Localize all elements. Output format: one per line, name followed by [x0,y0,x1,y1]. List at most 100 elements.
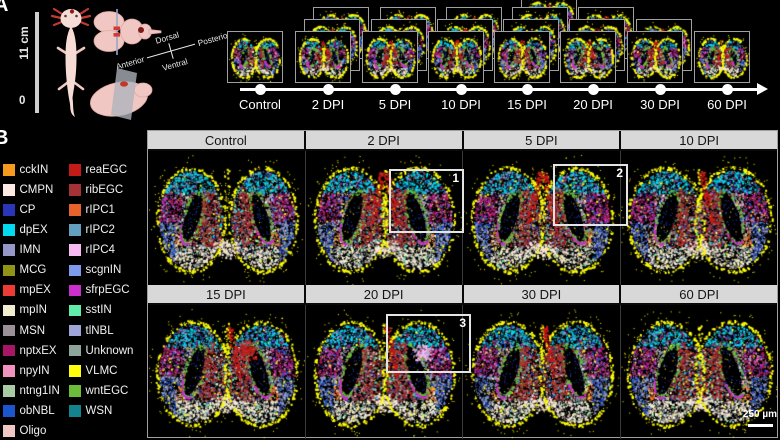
legend-swatch [69,224,81,236]
axolotl-legs [56,46,86,91]
section-cell-60-dpi [620,305,777,439]
inset-number: 3 [459,316,466,330]
timeline-label: 2 DPI [311,97,345,112]
grid-header-row: 15 DPI 20 DPI 30 DPI 60 DPI [148,285,777,305]
legend-label: CP [19,203,36,216]
section-slide [295,31,351,83]
legend-swatch [69,385,81,397]
legend-swatch [69,244,81,256]
legend-label: obNBL [19,404,55,417]
legend-item: CP [3,201,36,216]
legend-swatch [69,304,81,317]
legend-label: MCG [19,264,47,277]
section-cell-30-dpi [463,305,621,439]
legend-item: dpEX [3,221,48,236]
compass-label-ventral: Ventral [161,56,189,73]
legend-item: ribEGC [69,181,123,196]
legend-swatch [3,324,15,337]
panel-letter-b: B [0,127,9,149]
grid-header-cell: 15 DPI [148,285,306,305]
legend-item: scgnIN [69,262,121,276]
orientation-compass: Dorsal Ventral Anterior Posterior [115,29,232,73]
timeline-point [322,83,334,95]
legend-swatch [69,264,81,277]
inset-box: 2 [553,164,628,226]
body-length-scalebar [35,12,39,113]
timeline-point [389,83,401,95]
legend-item: ntng1IN [3,382,60,397]
legend-item: rIPC1 [69,201,115,216]
inset-box: 3 [386,314,471,373]
timeline-label: 15 DPI [507,97,547,112]
slide-brain-canvas [628,32,682,82]
timeline-point [654,83,666,95]
legend-label: WSN [85,404,113,417]
legend-swatch [3,304,15,317]
legend-item: cckIN [3,161,48,176]
axolotl-eye-right [75,14,78,18]
legend-label: npyIN [19,364,50,377]
legend-swatch [3,425,15,437]
legend-item: Unknown [69,342,134,357]
legend-label: sfrpEGC [85,284,130,297]
scalebar-label: 250 µm [742,409,777,420]
section-slide [560,31,616,83]
section-cell-5-dpi [463,151,621,285]
legend-swatch [69,405,81,417]
section-slide [627,31,683,83]
legend-swatch [3,244,15,256]
timeline-arrow-icon [757,83,768,95]
legend-label: scgnIN [85,264,122,277]
timeline-point [455,83,467,95]
brain-lateral-view [90,68,153,120]
scale-label-max: 11 cm [17,26,31,60]
timeline-point [721,83,733,95]
timeline-label: 10 DPI [441,97,481,112]
legend-swatch [3,284,15,297]
inset-number: 2 [616,166,623,180]
slide-brain-canvas [695,32,749,82]
legend-item: sstIN [69,302,112,316]
section-cell-15-dpi [148,305,306,439]
legend-label: wntEGC [85,384,129,397]
axolotl-eye-left [64,14,67,18]
grid-header-cell: 10 DPI [621,131,777,151]
section-canvas [305,151,462,285]
slide-brain-canvas [495,32,549,82]
timeline-label: Control [239,97,281,112]
legend-item: sfrpEGC [69,282,130,296]
inset-number: 1 [452,171,459,185]
injury-spot-lateral [120,81,128,87]
legend-swatch [3,264,15,277]
slide-brain-canvas [561,32,615,82]
section-plane [111,68,137,120]
grid-header-row: Control 2 DPI 5 DPI 10 DPI [148,131,777,151]
section-canvas [620,305,777,439]
section-image-row [148,151,777,285]
injury-mark [113,26,120,31]
timeline-point [521,83,533,95]
legend-swatch [3,224,15,236]
compass-label-dorsal: Dorsal [154,29,180,45]
legend-label: mpEX [19,284,51,297]
legend-item: reaEGC [69,161,127,176]
legend-label: sstIN [85,304,112,317]
legend-label: VLMC [85,364,118,377]
grid-header-cell: 5 DPI [463,131,622,151]
section-canvas [620,151,777,285]
section-slide [694,31,750,83]
legend-label: Unknown [85,344,134,357]
brain-dorsal-view [93,9,162,55]
section-image-row [148,305,777,439]
legend-label: ntng1IN [19,384,60,397]
legend-label: IMN [19,244,41,257]
legend-item: npyIN [3,362,50,377]
legend-swatch [69,184,81,196]
legend-item: mpIN [3,302,47,316]
section-canvas [463,151,620,285]
legend-label: rIPC2 [85,224,115,237]
legend-swatch [3,164,15,176]
legend-swatch [69,164,81,176]
slide-brain-canvas [363,32,417,82]
